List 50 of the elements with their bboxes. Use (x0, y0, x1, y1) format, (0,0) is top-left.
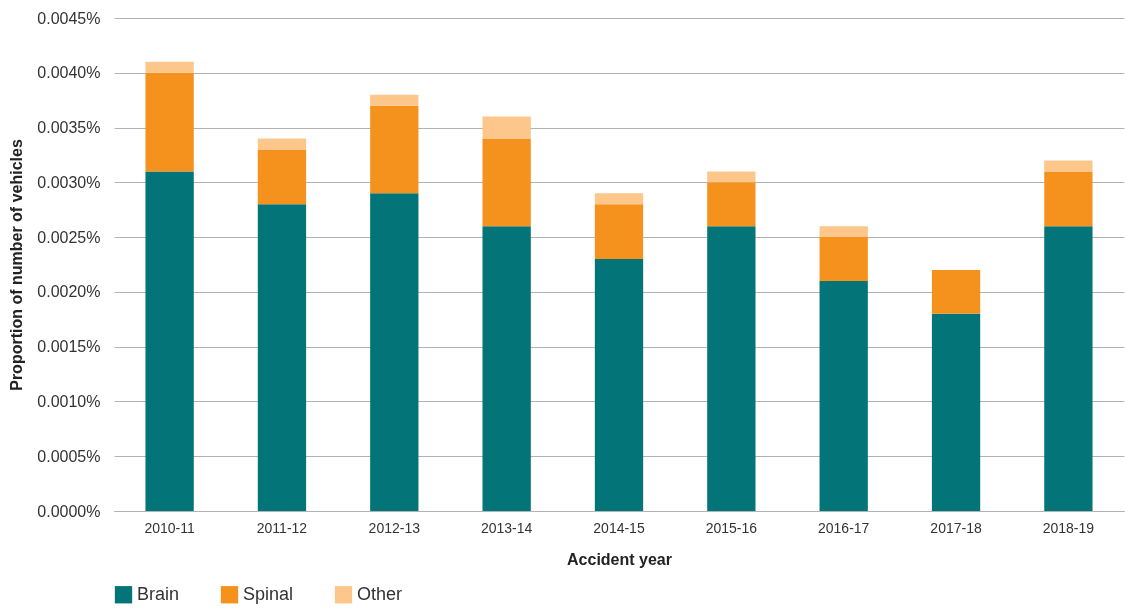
bar (819, 237, 868, 281)
x-axis-title: Accident year (567, 550, 672, 568)
bar (257, 138, 307, 150)
bar (370, 94, 419, 106)
bar (594, 259, 644, 511)
bar (370, 105, 419, 194)
bar (707, 171, 756, 183)
bar (594, 204, 644, 260)
x-tick-label: 2015-16 (705, 519, 758, 536)
bar (819, 280, 868, 511)
y-tick-label: 0.0020% (37, 283, 101, 301)
x-tick-label: 2010-11 (144, 519, 195, 536)
bar (482, 226, 531, 511)
y-tick-label: 0.0010% (37, 392, 101, 410)
y-tick-label: 0.0035% (37, 119, 101, 137)
bar (145, 61, 194, 73)
x-tick-label: 2013-14 (480, 519, 533, 536)
y-tick-label: 0.0040% (37, 64, 101, 82)
x-tick-label: 2014-15 (593, 519, 645, 536)
bar (1044, 226, 1093, 511)
legend-label: Other (357, 583, 403, 604)
y-tick-label: 0.0025% (37, 228, 101, 246)
x-tick-label: 2011-12 (256, 519, 308, 536)
y-tick-label: 0.0000% (37, 502, 101, 520)
bar (482, 138, 531, 227)
y-tick-label: 0.0045% (37, 9, 101, 27)
y-tick-label: 0.0005% (37, 447, 101, 465)
bar (257, 149, 307, 205)
x-tick-label: 2012-13 (368, 519, 421, 536)
bar (1044, 160, 1093, 172)
x-tick-label: 2016-17 (818, 519, 870, 536)
legend-label: Spinal (243, 583, 294, 604)
bar (931, 269, 981, 314)
bar (931, 313, 981, 511)
x-tick-label: 2018-19 (1042, 519, 1095, 536)
bar (145, 171, 194, 511)
bar (482, 116, 531, 139)
y-tick-label: 0.0030% (37, 173, 101, 191)
bar (145, 72, 194, 172)
y-axis-title: Proportion of number of vehicles (8, 139, 26, 391)
bar (707, 226, 756, 511)
bar (370, 193, 419, 511)
bar (707, 182, 756, 227)
x-tick-label: 2017-18 (930, 519, 982, 536)
bar (257, 204, 307, 511)
y-tick-label: 0.0015% (37, 338, 101, 356)
bar (1044, 171, 1093, 227)
legend-label: Brain (137, 583, 180, 604)
bar (819, 226, 868, 238)
bar (594, 193, 644, 205)
